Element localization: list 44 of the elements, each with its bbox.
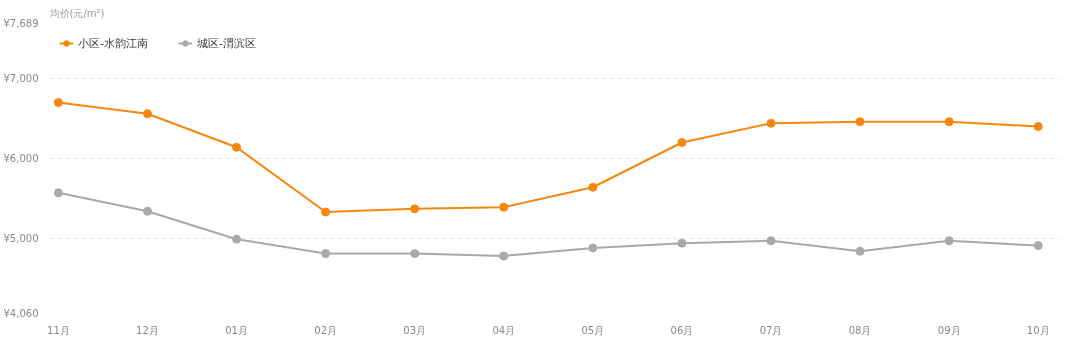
point [499, 202, 509, 212]
x-tick-label: 07月 [759, 324, 783, 336]
point [53, 98, 63, 108]
point [142, 109, 152, 119]
point [855, 117, 865, 127]
point [232, 234, 242, 244]
y-tick-label: ¥7,000 [3, 73, 39, 85]
x-tick-label: 10月 [1026, 324, 1050, 336]
point [142, 206, 152, 216]
x-tick-label: 03月 [403, 324, 427, 336]
point [677, 238, 687, 248]
point [1033, 122, 1043, 131]
legend-label: 城区-渭滨区 [196, 35, 256, 51]
x-tick-label: 06月 [670, 324, 694, 336]
legend-label: 小区-水韵江南 [78, 35, 148, 51]
x-tick-label: 09月 [937, 324, 961, 336]
point [944, 117, 954, 127]
point [588, 182, 598, 192]
y-tick-label: ¥5,000 [3, 232, 39, 244]
point [944, 236, 954, 246]
x-tick-label: 05月 [581, 324, 605, 336]
y-tick-label: ¥6,000 [3, 152, 39, 164]
point [499, 251, 509, 261]
point [766, 118, 776, 128]
x-tick-label: 02月 [314, 324, 337, 336]
point [766, 236, 776, 246]
y-tick-label: ¥7,689 [3, 18, 39, 29]
x-tick-label: 12月 [136, 324, 159, 336]
y-axis-title: 均价(元/m²) [48, 7, 105, 19]
y-tick-label: ¥4,060 [3, 308, 39, 319]
x-tick-label: 11月 [47, 324, 70, 336]
point [855, 246, 865, 256]
point [53, 188, 63, 198]
point [1033, 241, 1043, 251]
x-tick-label: 08月 [848, 324, 872, 336]
point [321, 207, 331, 217]
point [232, 142, 242, 152]
point [321, 249, 331, 259]
point [588, 243, 598, 253]
x-tick-label: 01月 [225, 324, 248, 336]
point [410, 249, 420, 259]
point [410, 204, 420, 214]
point [677, 138, 687, 147]
x-tick-label: 04月 [492, 324, 516, 336]
